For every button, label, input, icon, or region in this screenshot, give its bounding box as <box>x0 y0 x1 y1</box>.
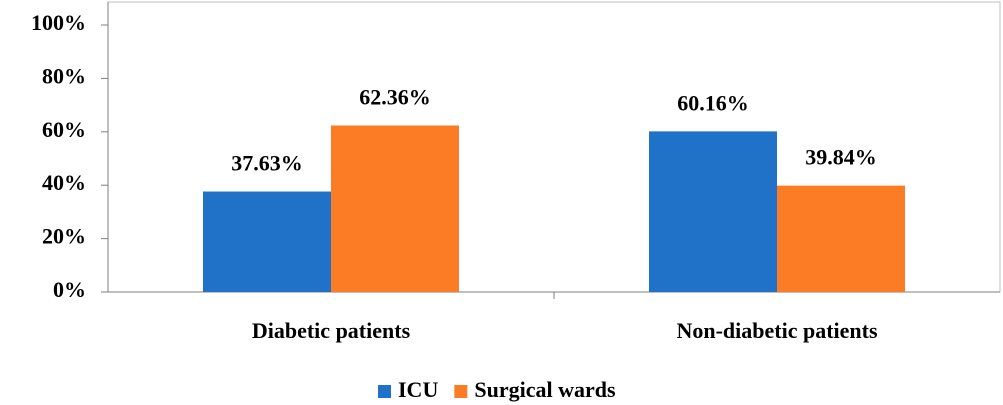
bar <box>331 125 459 292</box>
y-tick-label: 80% <box>42 63 86 88</box>
data-label: 60.16% <box>677 90 749 115</box>
legend-label: Surgical wards <box>474 377 616 402</box>
bar <box>649 131 777 292</box>
x-tick-label: Diabetic patients <box>252 318 411 343</box>
data-label: 37.63% <box>231 151 303 176</box>
bar <box>777 185 905 292</box>
y-tick-label: 40% <box>42 170 86 195</box>
bar <box>203 191 331 292</box>
x-tick-label: Non-diabetic patients <box>676 318 878 343</box>
y-tick-label: 60% <box>42 117 86 142</box>
y-tick-label: 100% <box>31 10 86 35</box>
legend-label: ICU <box>398 377 438 402</box>
y-tick-label: 20% <box>42 224 86 249</box>
y-tick-label: 0% <box>53 277 86 302</box>
legend-swatch <box>454 385 468 398</box>
data-label: 62.36% <box>359 85 431 110</box>
data-label: 39.84% <box>805 145 877 170</box>
legend-swatch <box>378 385 391 398</box>
